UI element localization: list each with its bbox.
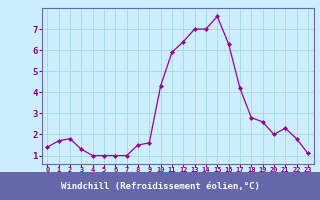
Text: Windchill (Refroidissement éolien,°C): Windchill (Refroidissement éolien,°C) [60,182,260,190]
